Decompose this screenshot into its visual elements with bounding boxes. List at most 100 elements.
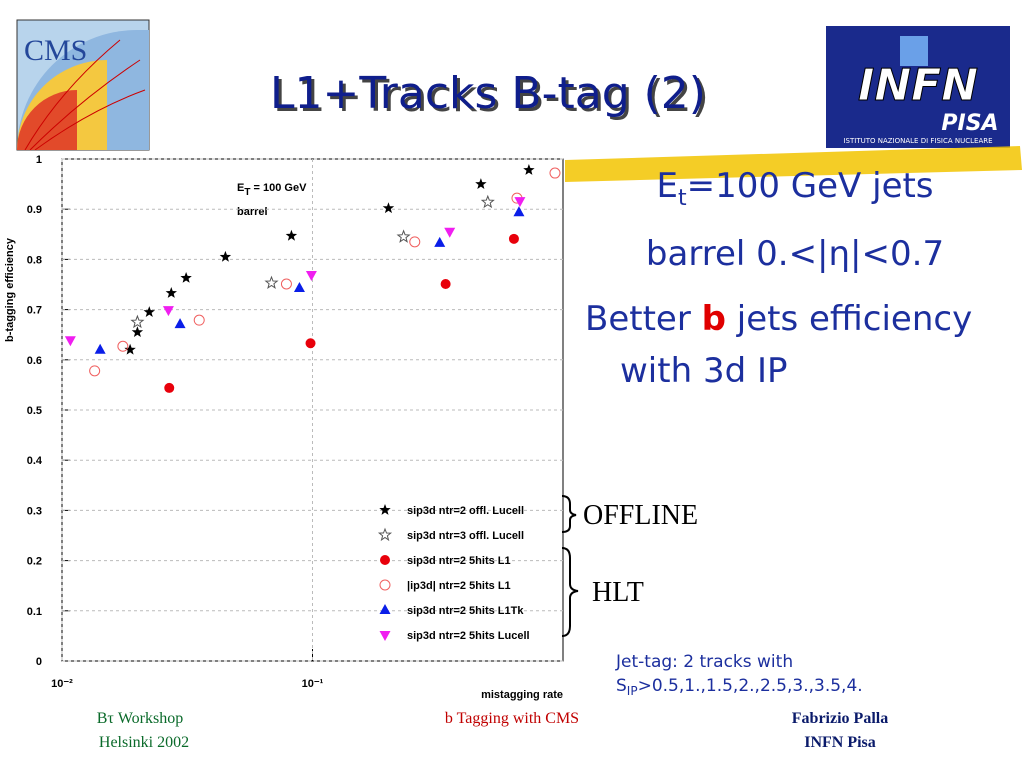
footer: INFN Pisa bbox=[804, 734, 876, 751]
note-sub: IP bbox=[627, 684, 638, 698]
point bbox=[475, 178, 487, 189]
legend-marker bbox=[379, 504, 391, 515]
bullet-text: jets efficiency bbox=[726, 299, 972, 339]
point bbox=[162, 306, 174, 317]
bullet-highlight: b bbox=[702, 299, 726, 339]
legend-label: sip3d ntr=3 offl. Lucell bbox=[407, 530, 524, 542]
bullet: Et=100 GeV jets bbox=[656, 166, 933, 211]
brace-label: HLT bbox=[592, 577, 644, 608]
annotation-text: = 100 GeV bbox=[250, 182, 307, 194]
note-text: >0.5,1.,1.5,2.,2.5,3.,3.5,4. bbox=[638, 676, 863, 696]
legend-marker bbox=[379, 604, 391, 614]
footer: b Tagging with CMS bbox=[445, 710, 579, 727]
brace bbox=[561, 547, 579, 637]
legend-marker bbox=[380, 555, 390, 565]
cms-text: CMS bbox=[24, 34, 87, 67]
note: SIP>0.5,1.,1.5,2.,2.5,3.,3.5,4. bbox=[616, 676, 863, 698]
note-text: S bbox=[616, 676, 627, 696]
title-shadow: L1+Tracks B-tag (2) bbox=[273, 71, 709, 122]
point bbox=[264, 275, 279, 289]
point bbox=[117, 340, 129, 352]
infn-logo: INFN PISA ISTITUTO NAZIONALE DI FISICA N… bbox=[826, 26, 1010, 148]
y-tick-label: 0.2 bbox=[27, 556, 42, 568]
point bbox=[143, 306, 155, 317]
point bbox=[305, 270, 317, 281]
legend-marker bbox=[379, 579, 391, 591]
y-tick-label: 0.9 bbox=[27, 204, 42, 216]
point bbox=[382, 202, 395, 214]
footer: Fabrizio Palla bbox=[792, 710, 888, 727]
bullet-text: =100 GeV jets bbox=[687, 166, 934, 206]
infn-caption: ISTITUTO NAZIONALE DI FISICA NUCLEARE bbox=[843, 137, 992, 145]
point bbox=[444, 227, 456, 238]
legend-label: sip3d ntr=2 5hits Lucell bbox=[407, 630, 530, 642]
point bbox=[94, 343, 106, 354]
point bbox=[193, 314, 205, 326]
footer: Helsinki 2002 bbox=[99, 734, 189, 751]
y-tick-label: 0.3 bbox=[27, 505, 42, 517]
y-tick-label: 0.5 bbox=[27, 405, 42, 417]
point bbox=[174, 318, 186, 329]
y-tick-label: 0 bbox=[36, 656, 42, 668]
legend-label: sip3d ntr=2 offl. Lucell bbox=[407, 505, 524, 517]
bullet-text: E bbox=[656, 166, 677, 206]
point bbox=[285, 229, 298, 241]
point bbox=[130, 314, 145, 329]
y-tick-label: 0.8 bbox=[27, 254, 42, 266]
annotation-sub: T bbox=[244, 187, 250, 198]
x-tick-label: 10⁻² bbox=[51, 678, 73, 690]
point bbox=[89, 365, 101, 377]
point bbox=[293, 282, 305, 293]
point bbox=[480, 194, 495, 209]
bullet: Better b jets efficiency bbox=[585, 299, 972, 339]
point bbox=[513, 206, 525, 217]
brace bbox=[561, 495, 577, 533]
point bbox=[549, 167, 561, 179]
x-tick-label: 10⁻¹ bbox=[302, 678, 324, 690]
legend-marker bbox=[379, 631, 391, 641]
cms-logo: CMS bbox=[16, 19, 150, 151]
bullet: with 3d IP bbox=[620, 351, 788, 391]
bullet: barrel 0.<|η|<0.7 bbox=[646, 234, 944, 274]
annotation: ET = 100 GeV bbox=[237, 182, 307, 198]
infn-text: INFN bbox=[858, 60, 978, 111]
y-tick-label: 0.7 bbox=[27, 305, 42, 317]
footer: Bτ Workshop bbox=[97, 710, 183, 727]
annotation: barrel bbox=[237, 206, 268, 218]
point bbox=[440, 278, 451, 289]
bullet-sub: t bbox=[678, 186, 687, 211]
legend-label: |ip3d| ntr=2 5hits L1 bbox=[407, 580, 511, 592]
annotation-text: E bbox=[237, 182, 244, 194]
point bbox=[280, 278, 292, 290]
point bbox=[219, 250, 232, 262]
y-tick-label: 0.6 bbox=[27, 355, 42, 367]
point bbox=[508, 233, 519, 244]
highlighter bbox=[565, 146, 1022, 182]
point bbox=[124, 343, 136, 355]
legend-marker bbox=[377, 527, 393, 542]
point bbox=[514, 197, 526, 208]
point bbox=[305, 338, 316, 349]
y-tick-label: 0.1 bbox=[27, 606, 42, 618]
point bbox=[434, 236, 446, 247]
note: Jet-tag: 2 tracks with bbox=[615, 652, 793, 672]
point bbox=[164, 382, 175, 393]
point bbox=[396, 229, 411, 243]
point bbox=[64, 336, 76, 347]
legend-label: sip3d ntr=2 5hits L1 bbox=[407, 555, 511, 567]
bullet-text: Better bbox=[585, 299, 702, 339]
pisa-text: PISA bbox=[941, 111, 998, 136]
point bbox=[131, 326, 144, 337]
y-tick-label: 1 bbox=[36, 154, 42, 166]
point bbox=[523, 164, 535, 175]
brace-label: OFFLINE bbox=[583, 500, 698, 531]
point bbox=[165, 287, 177, 298]
y-axis-label: b-tagging efficiency bbox=[4, 237, 16, 342]
title: L1+Tracks B-tag (2) bbox=[270, 68, 706, 119]
point bbox=[180, 272, 192, 283]
legend-label: sip3d ntr=2 5hits L1Tk bbox=[407, 605, 524, 617]
x-axis-label: mistagging rate bbox=[481, 689, 563, 701]
point bbox=[409, 236, 421, 248]
y-tick-label: 0.4 bbox=[27, 455, 43, 467]
